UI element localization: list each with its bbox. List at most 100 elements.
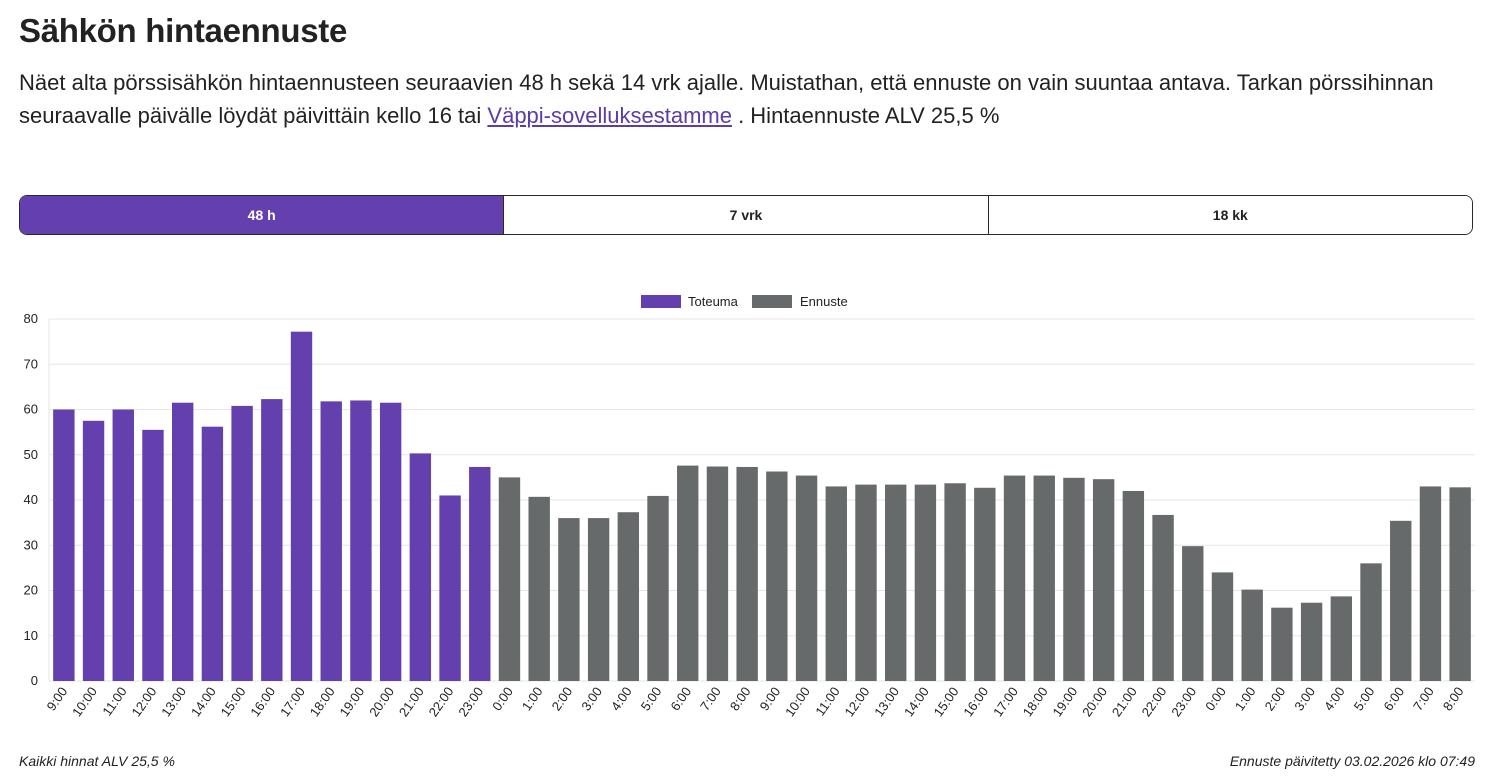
bar-ennuste[interactable]: 17:00: 45.4 <box>1003 475 1026 681</box>
x-tick-label: 23:00 <box>1168 684 1199 719</box>
legend-label-toteuma: Toteuma <box>688 294 739 309</box>
x-tick-label: 17:00 <box>990 684 1021 719</box>
bar-toteuma[interactable]: 12:00: 55.5 <box>142 429 164 681</box>
x-tick-label: 6:00 <box>667 684 694 713</box>
x-tick-label: 2:00 <box>1262 684 1289 713</box>
bar-toteuma[interactable]: 19:00: 62 <box>350 400 372 681</box>
bar-ennuste[interactable]: 3:00: 36 <box>587 518 610 681</box>
x-tick-label: 11:00 <box>99 684 129 718</box>
legend-swatch-toteuma <box>641 295 681 308</box>
bar-ennuste[interactable]: 22:00: 36.7 <box>1152 514 1174 681</box>
x-tick-label: 10:00 <box>69 684 100 719</box>
x-tick-label: 8:00 <box>1440 684 1467 713</box>
tab-7vrk[interactable]: 7 vrk <box>503 196 988 234</box>
y-axis: 0 10 20 30 40 50 60 70 80 <box>24 311 50 688</box>
y-tick-label: 10 <box>24 628 38 643</box>
bar-ennuste[interactable]: 7:00: 47.4 <box>706 466 729 681</box>
tab-18kk[interactable]: 18 kk <box>987 196 1472 234</box>
bar-ennuste[interactable]: 5:00: 40.9 <box>647 495 669 681</box>
x-tick-label: 15:00 <box>931 684 962 719</box>
x-tick-label: 22:00 <box>426 684 457 719</box>
x-tick-label: 12:00 <box>128 684 159 719</box>
bar-toteuma[interactable]: 20:00: 61.5 <box>379 402 402 681</box>
y-tick-label: 20 <box>24 583 38 598</box>
x-tick-label: 7:00 <box>697 684 724 713</box>
bar-toteuma[interactable]: 13:00: 61.5 <box>171 402 194 681</box>
bar-ennuste[interactable]: 6:00: 35.4 <box>1390 520 1412 681</box>
page-title: Sähkön hintaennuste <box>19 12 348 49</box>
x-tick-label: 0:00 <box>489 684 516 713</box>
x-tick-label: 0:00 <box>1202 684 1229 713</box>
x-tick-label: 19:00 <box>1049 684 1080 719</box>
bar-ennuste[interactable]: 3:00: 17.3 <box>1300 602 1323 681</box>
bar-ennuste[interactable]: 8:00: 47.3 <box>736 466 758 681</box>
bar-ennuste[interactable]: 8:00: 42.8 <box>1449 487 1471 681</box>
bar-ennuste[interactable]: 2:00: 16.2 <box>1271 607 1293 681</box>
bar-ennuste[interactable]: 20:00: 44.6 <box>1092 479 1115 681</box>
vappi-app-link[interactable]: Väppi-sovelluksestamme <box>487 103 732 128</box>
bar-toteuma[interactable]: 23:00: 47.3 <box>469 466 491 681</box>
bar-ennuste[interactable]: 4:00: 37.3 <box>617 512 640 681</box>
bar-ennuste[interactable]: 14:00: 43.4 <box>914 484 937 681</box>
x-tick-label: 13:00 <box>158 684 189 719</box>
x-tick-label: 18:00 <box>1020 684 1051 719</box>
bar-toteuma[interactable]: 22:00: 41 <box>439 495 461 681</box>
bar-ennuste[interactable]: 0:00: 24 <box>1211 572 1234 681</box>
bar-toteuma[interactable]: 15:00: 60.8 <box>231 405 253 681</box>
bar-ennuste[interactable]: 5:00: 26 <box>1360 563 1382 681</box>
x-tick-label: 10:00 <box>782 684 813 719</box>
bar-ennuste[interactable]: 2:00: 36 <box>558 518 580 681</box>
vat-note: Kaikki hinnat ALV 25,5 % <box>19 753 175 769</box>
bar-ennuste[interactable]: 10:00: 45.4 <box>795 475 818 681</box>
legend-label-ennuste: Ennuste <box>800 294 848 309</box>
bar-ennuste[interactable]: 6:00: 47.6 <box>677 465 699 681</box>
x-tick-label: 6:00 <box>1380 684 1407 713</box>
bar-ennuste[interactable]: 16:00: 42.7 <box>974 487 996 681</box>
x-tick-label: 22:00 <box>1139 684 1170 719</box>
x-tick-label: 21:00 <box>1109 684 1140 719</box>
legend-swatch-ennuste <box>752 295 792 308</box>
bar-toteuma[interactable]: 10:00: 57.5 <box>82 420 105 681</box>
bar-toteuma[interactable]: 17:00: 77.2 <box>290 331 313 681</box>
intro-text-start: Näet alta pörssisähkön hintaennusteen se… <box>19 70 1434 128</box>
x-tick-label: 14:00 <box>188 684 219 719</box>
x-tick-label: 18:00 <box>307 684 338 719</box>
y-tick-label: 70 <box>24 356 38 371</box>
bar-toteuma[interactable]: 9:00: 60 <box>53 409 75 682</box>
bar-ennuste[interactable]: 1:00: 40.7 <box>528 496 550 681</box>
x-tick-label: 9:00 <box>757 684 784 713</box>
x-tick-label: 3:00 <box>578 684 605 713</box>
bar-ennuste[interactable]: 11:00: 43 <box>825 486 847 681</box>
bar-toteuma[interactable]: 16:00: 62.3 <box>261 399 283 681</box>
intro-text-end: . Hintaennuste ALV 25,5 % <box>731 103 1000 128</box>
x-tick-label: 21:00 <box>396 684 427 719</box>
x-tick-label: 7:00 <box>1410 684 1437 713</box>
price-forecast-chart: Toteuma Ennuste 0 10 20 30 40 50 60 70 80 9:00: … <box>24 294 1475 719</box>
x-tick-label: 2:00 <box>549 684 576 713</box>
bar-toteuma[interactable]: 14:00: 56.2 <box>201 426 224 681</box>
tab-48h[interactable]: 48 h <box>20 196 504 234</box>
bar-ennuste[interactable]: 23:00: 29.8 <box>1182 546 1204 681</box>
bar-ennuste[interactable]: 19:00: 44.9 <box>1063 477 1085 681</box>
bar-ennuste[interactable]: 21:00: 42 <box>1122 490 1145 681</box>
bar-ennuste[interactable]: 15:00: 43.7 <box>944 483 966 681</box>
x-tick-label: 3:00 <box>1291 684 1318 713</box>
bar-toteuma[interactable]: 21:00: 50.3 <box>409 453 432 681</box>
bar-ennuste[interactable]: 7:00: 43 <box>1419 486 1442 681</box>
bar-ennuste[interactable]: 9:00: 46.3 <box>766 471 788 681</box>
bar-ennuste[interactable]: 13:00: 43.4 <box>884 484 907 681</box>
chart-grid <box>49 318 1475 682</box>
bar-ennuste[interactable]: 18:00: 45.4 <box>1033 475 1055 681</box>
bar-ennuste[interactable]: 1:00: 20.2 <box>1241 589 1263 681</box>
bar-ennuste[interactable]: 4:00: 18.7 <box>1330 596 1353 681</box>
x-tick-label: 1:00 <box>1232 684 1259 713</box>
bar-ennuste[interactable]: 0:00: 45 <box>498 477 521 681</box>
bar-toteuma[interactable]: 11:00: 60 <box>112 409 134 682</box>
x-tick-label: 15:00 <box>218 684 249 719</box>
x-tick-label: 5:00 <box>1351 684 1378 713</box>
x-tick-label: 9:00 <box>44 684 71 713</box>
bar-toteuma[interactable]: 18:00: 61.8 <box>320 401 342 681</box>
x-tick-label: 20:00 <box>1079 684 1110 719</box>
bar-ennuste[interactable]: 12:00: 43.4 <box>855 484 877 681</box>
